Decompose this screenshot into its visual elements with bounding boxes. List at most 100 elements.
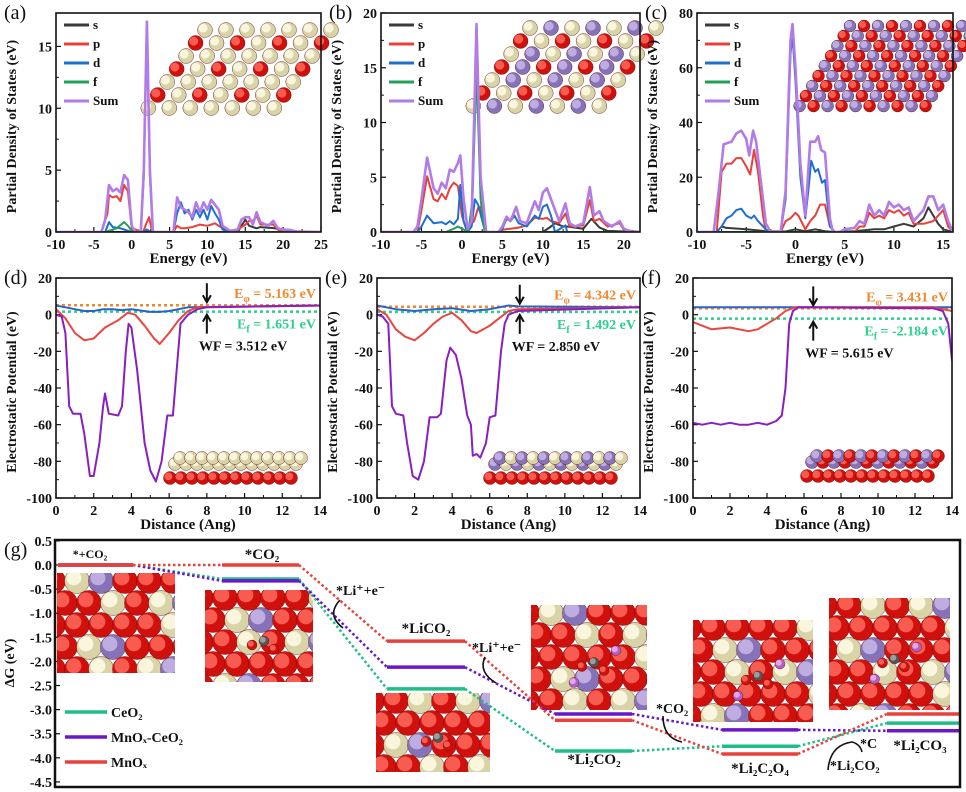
atom-highlight <box>285 472 294 481</box>
atom-highlight <box>874 617 890 633</box>
carbon-atom-highlight <box>433 733 440 740</box>
atom-highlight <box>950 30 958 39</box>
atom-highlight <box>823 470 832 479</box>
atom <box>308 676 313 682</box>
panel-d: (d) 0 2 4 6 8 10 12 14 -100 -80 -60 -40 -20 0 20 Distanc… <box>4 267 327 533</box>
atom-highlight <box>207 452 216 461</box>
series-line-curve-2 <box>693 306 952 426</box>
atom-highlight <box>485 73 495 83</box>
atom-highlight <box>866 30 874 39</box>
atom-highlight <box>829 600 830 606</box>
symbol: E <box>864 325 873 340</box>
x-tick-label: -5 <box>88 238 100 253</box>
atom-highlight <box>693 666 694 672</box>
atom-highlight <box>150 592 166 608</box>
atom-highlight <box>588 47 598 57</box>
atom-highlight <box>544 21 554 31</box>
atom <box>492 755 517 780</box>
carbon-atom-highlight <box>589 658 596 665</box>
atom-highlight <box>250 653 266 669</box>
y-tick-label: 0 <box>370 226 377 241</box>
symbol: E <box>237 318 246 333</box>
x-tick-label: 6 <box>801 504 808 519</box>
atom-highlight <box>611 73 621 83</box>
atom-highlight <box>506 472 515 481</box>
atom <box>173 679 198 704</box>
atom-highlight <box>560 452 569 461</box>
atom-highlight <box>870 90 879 99</box>
atom-highlight <box>808 100 816 109</box>
atom-highlight <box>284 452 293 461</box>
x-tick-label: 4 <box>764 504 771 519</box>
atom-highlight <box>838 598 854 611</box>
atom-highlight <box>549 452 558 461</box>
y-tick-label: 0 <box>686 226 693 241</box>
atom-highlight <box>174 596 175 603</box>
atom-highlight <box>457 693 473 706</box>
atom-highlight <box>844 450 853 459</box>
atom-highlight <box>172 88 182 98</box>
plot-frame <box>53 538 962 789</box>
atom-highlight <box>821 80 829 89</box>
atom-highlight <box>958 40 966 49</box>
atom <box>297 696 322 721</box>
atom-highlight <box>225 101 235 111</box>
atom-highlight <box>868 50 876 59</box>
atom-highlight <box>883 70 891 79</box>
atom-highlight <box>605 472 614 481</box>
y-axis-label: Partial Density of States (eV) <box>330 39 345 213</box>
y-tick-label: -1.5 <box>30 631 52 646</box>
y-tick-label: -100 <box>347 492 373 507</box>
atom-highlight <box>295 452 304 461</box>
atom-highlight <box>869 70 877 79</box>
atom-highlight <box>856 90 865 99</box>
atom-highlight <box>738 639 754 655</box>
y-axis-label: Partial Density of States (eV) <box>646 39 661 213</box>
atom-highlight <box>514 34 524 44</box>
atom-highlight <box>457 734 473 750</box>
atom-highlight <box>898 617 914 633</box>
atom-highlight <box>928 20 937 29</box>
atom-highlight <box>102 680 117 695</box>
atom-highlight <box>385 734 401 750</box>
x-tick-label: 0 <box>53 504 60 519</box>
annotation-label: *Li⁺+e⁻ <box>472 641 521 656</box>
atom-highlight <box>160 75 170 85</box>
atom-highlight <box>78 680 93 695</box>
atom-highlight <box>174 680 189 695</box>
series-line-curve-0 <box>377 304 640 312</box>
atom-highlight <box>286 590 302 603</box>
x-tick-label: 20 <box>617 238 631 253</box>
atom-highlight <box>560 86 570 96</box>
panel-f: (f) 0 2 4 6 8 10 12 14 -100 -80 -60 -40 -20 0 20 Distanc… <box>641 267 959 533</box>
atom-highlight <box>550 472 559 481</box>
atom-highlight <box>181 75 191 85</box>
x-tick-label: -10 <box>372 238 391 253</box>
atom-highlight <box>588 605 604 618</box>
panel-label: (d) <box>4 267 27 289</box>
atom-highlight <box>202 75 212 85</box>
atom-highlight <box>922 661 938 677</box>
x-tick-label: -5 <box>416 238 428 253</box>
atom-highlight <box>862 598 878 611</box>
atom-highlight <box>894 30 902 39</box>
atom-highlight <box>204 101 214 111</box>
atom-highlight <box>592 99 602 109</box>
y-tick-label: 40 <box>679 117 693 132</box>
x-axis-label: Energy (eV) <box>786 251 864 267</box>
y-axis-label: Electrostatic Potential (eV) <box>326 311 341 473</box>
atom-highlight <box>886 639 902 655</box>
y-tick-label: -60 <box>354 419 373 434</box>
reaction-arc <box>332 599 344 629</box>
plot-frame <box>55 277 321 499</box>
atom-highlight <box>615 452 624 461</box>
annotation-label: *CO₂ <box>656 702 688 717</box>
atom-highlight <box>170 62 180 72</box>
oxygen-atom-highlight <box>763 679 770 686</box>
atom-highlight <box>838 30 846 39</box>
atom-highlight <box>164 472 173 481</box>
y-tick-label: 5 <box>370 171 377 186</box>
atom-highlight <box>214 631 230 647</box>
atom-highlight <box>886 598 902 611</box>
atom-highlight <box>586 21 596 31</box>
